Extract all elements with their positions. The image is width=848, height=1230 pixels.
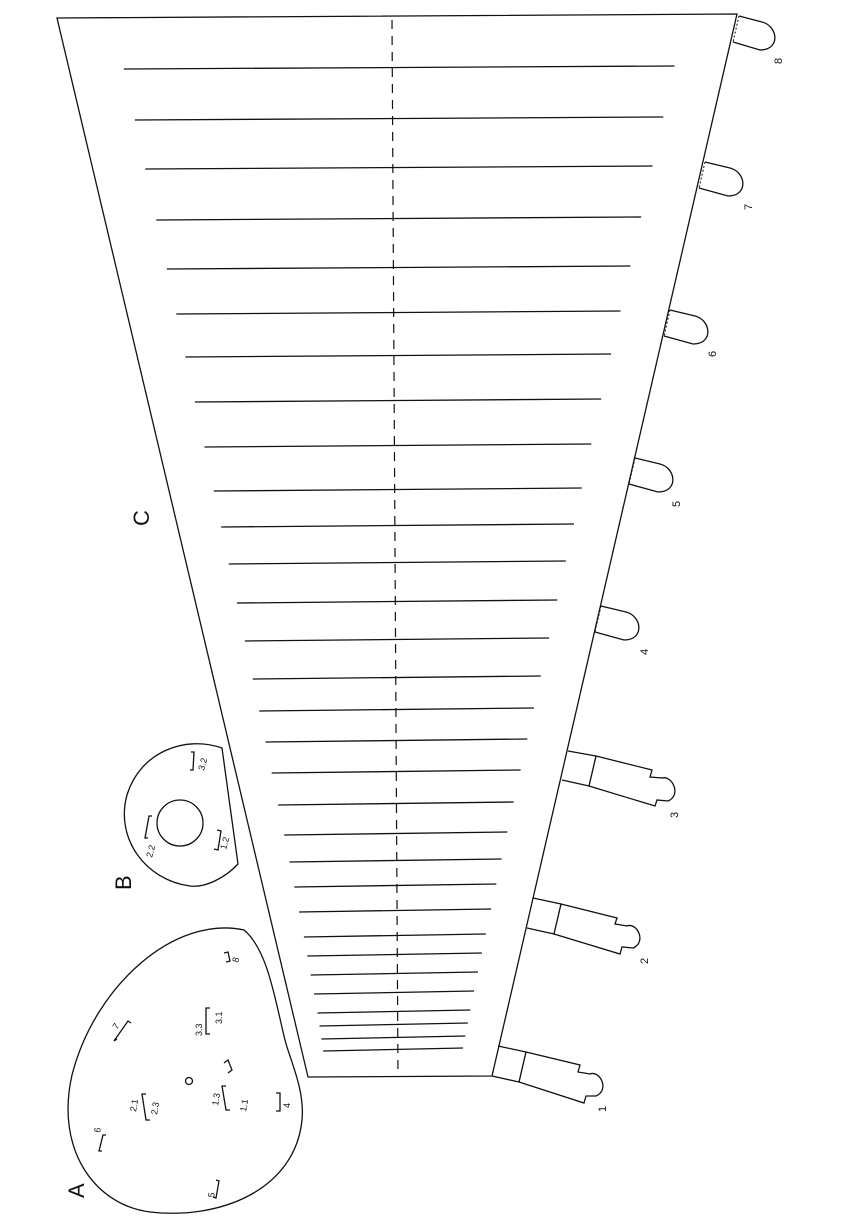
tab-4: 4	[594, 605, 651, 655]
mark-3-2: 3.2	[196, 757, 209, 772]
ruled-line	[236, 599, 558, 604]
mark-1-3: 1.3	[210, 1092, 222, 1106]
label-b: B	[111, 875, 136, 890]
ruled-line	[176, 310, 621, 315]
ruled-line	[284, 831, 508, 836]
piece-a-outline	[67, 927, 304, 1214]
tab-number-5: 5	[671, 501, 683, 507]
piece-c-ruled-lines	[123, 65, 675, 1052]
mark-3-1: 3.1	[214, 1011, 224, 1024]
mark-8: 8	[230, 956, 241, 963]
piece-a-center-dot	[184, 1076, 194, 1086]
tab-7: 7	[698, 161, 755, 210]
tab-number-7: 7	[743, 204, 755, 210]
tab-number-1: 1	[597, 1106, 609, 1112]
mark-2-1: 2.1	[128, 1098, 140, 1112]
tab-number-6: 6	[707, 351, 719, 357]
ruled-line	[134, 116, 664, 121]
piece-a: 8 3.3 3.1 7 2.1 2.3 1.3 1.1 4 6 5 A	[64, 927, 304, 1214]
mark-1-2: 1.2	[218, 836, 231, 851]
mark-3-3: 3.3	[194, 1023, 204, 1036]
ruled-line	[166, 265, 631, 270]
tab-2: 2	[526, 897, 651, 964]
tab-3: 3	[561, 750, 681, 818]
ruled-line	[185, 353, 612, 358]
mark-5: 5	[206, 1192, 217, 1199]
tab-number-2: 2	[639, 958, 651, 964]
tab-number-4: 4	[639, 649, 651, 655]
piece-b-hole	[156, 799, 204, 847]
tab-1: 1	[491, 1045, 609, 1112]
mark-2-3: 2.3	[149, 1101, 161, 1115]
tab-5: 5	[628, 457, 683, 507]
ruled-line	[314, 990, 475, 995]
ruled-line	[204, 443, 592, 448]
piece-b-outline	[123, 743, 239, 887]
ruled-line	[194, 398, 602, 403]
ruled-line	[289, 858, 502, 863]
label-a: A	[64, 1183, 89, 1198]
ruled-line	[228, 560, 566, 565]
ruled-line	[145, 165, 653, 170]
ruled-line	[278, 801, 514, 806]
piece-c-center-dashed-line	[391, 19, 399, 1077]
ruled-line	[317, 1009, 471, 1014]
ruled-line	[252, 675, 541, 680]
ruled-line	[271, 769, 521, 774]
piece-c: 1 2 3 4 5 6	[56, 13, 785, 1112]
ruled-line	[294, 883, 497, 888]
ruled-line	[259, 707, 534, 712]
mark-2-2: 2.2	[144, 844, 157, 859]
ruled-line	[156, 216, 642, 221]
ruled-line	[123, 65, 675, 70]
tab-6: 6	[663, 309, 719, 357]
tab-8: 8	[732, 15, 785, 64]
ruled-line	[310, 971, 479, 976]
ruled-line	[321, 1035, 466, 1040]
ruled-line	[299, 908, 492, 913]
label-c: C	[129, 510, 154, 526]
tab-number-3: 3	[669, 812, 681, 818]
mark-6: 6	[92, 1127, 103, 1134]
mark-1-1: 1.1	[238, 1098, 250, 1112]
mark-7: 7	[110, 1021, 121, 1031]
ruled-line	[323, 1047, 464, 1052]
ruled-line	[307, 952, 482, 957]
ruled-line	[221, 523, 574, 528]
ruled-line	[319, 1022, 468, 1027]
ruled-line	[213, 487, 582, 492]
tab-number-8: 8	[773, 58, 785, 64]
piece-b: 2.2 1.2 3.2 B	[111, 743, 239, 890]
ruled-line	[244, 637, 550, 642]
ruled-line	[303, 933, 486, 938]
mark-4: 4	[282, 1103, 292, 1108]
